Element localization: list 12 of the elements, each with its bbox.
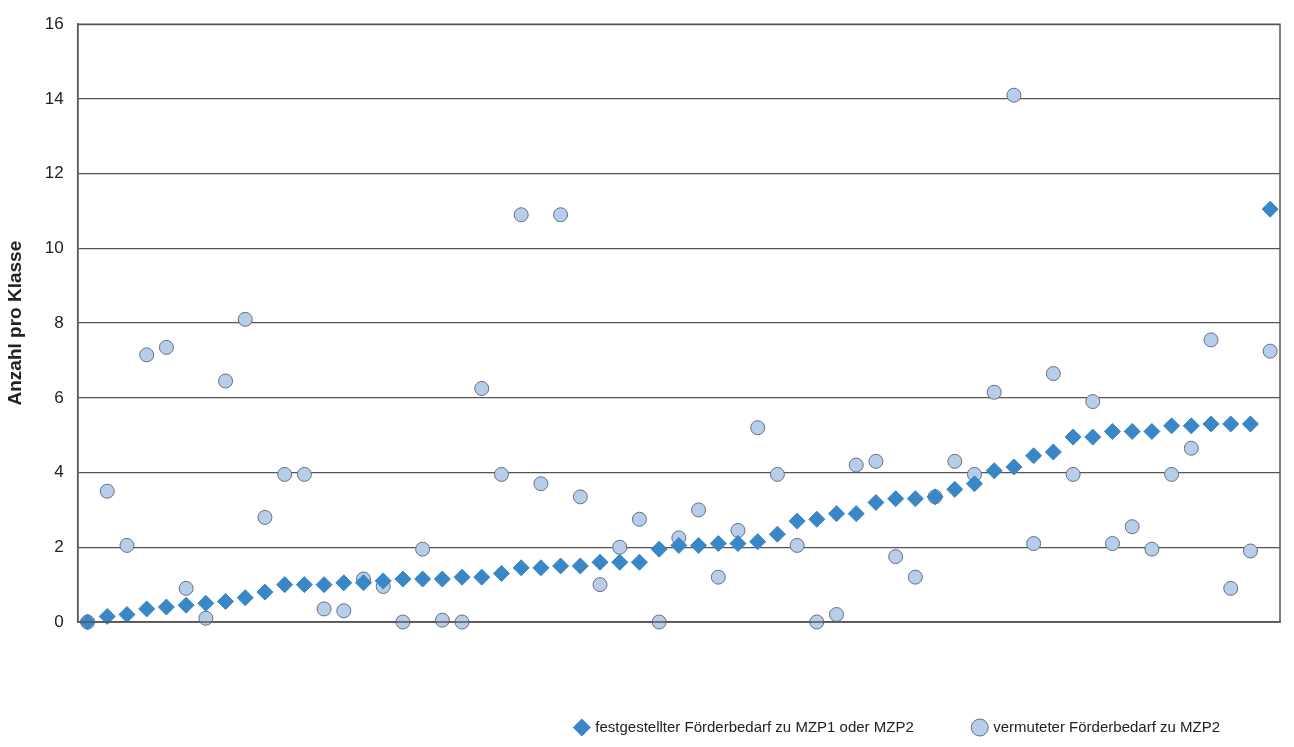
legend-label: vermuteter Förderbedarf zu MZP2 [993, 717, 1221, 735]
y-axis-title: Anzahl pro Klasse [3, 240, 25, 406]
y-tick-label: 4 [54, 462, 64, 482]
legend-label: festgestellter Förderbedarf zu MZP1 oder MZP2 [595, 717, 914, 735]
y-tick-label: 16 [44, 13, 64, 33]
y-tick-label: 2 [54, 536, 64, 556]
y-tick-label: 6 [54, 387, 64, 407]
y-tick-label: 10 [44, 238, 64, 258]
y-tick-label: 0 [54, 611, 64, 631]
y-tick-label: 12 [44, 163, 64, 183]
y-tick-label: 8 [54, 312, 64, 332]
y-tick-label: 14 [44, 88, 64, 108]
